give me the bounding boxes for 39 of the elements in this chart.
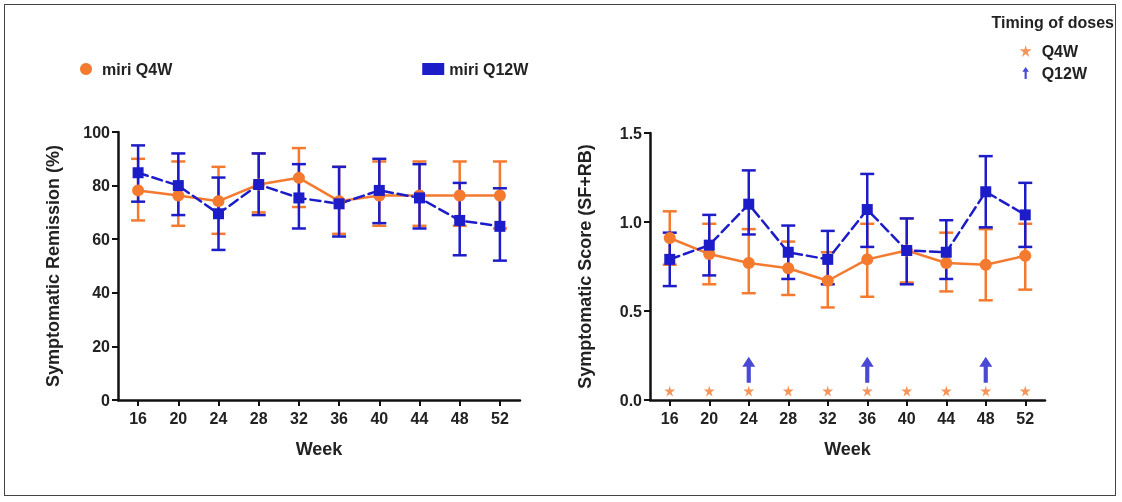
x-tick-label: 40 bbox=[897, 409, 916, 427]
x-tick-label: 28 bbox=[249, 409, 268, 427]
y-tick-label: 0 bbox=[101, 391, 111, 409]
x-tick-label: 44 bbox=[410, 409, 429, 427]
legend-label: miri Q12W bbox=[449, 60, 530, 78]
x-tick-label: 32 bbox=[818, 409, 837, 427]
x-tick-label: 28 bbox=[779, 409, 798, 427]
y-tick-label: 20 bbox=[92, 337, 111, 355]
x-axis-title: Week bbox=[295, 439, 344, 459]
legend-label: Q12W bbox=[1041, 64, 1088, 82]
x-tick-label: 16 bbox=[129, 409, 148, 427]
x-tick-label: 16 bbox=[660, 409, 679, 427]
y-tick-label: 100 bbox=[83, 123, 111, 141]
x-tick-label: 20 bbox=[169, 409, 188, 427]
x-tick-label: 36 bbox=[330, 409, 349, 427]
x-tick-label: 36 bbox=[858, 409, 877, 427]
x-tick-label: 24 bbox=[739, 409, 758, 427]
y-tick-label: 0.0 bbox=[619, 391, 643, 409]
legend-title: Timing of doses bbox=[991, 13, 1115, 31]
y-tick-label: 0.5 bbox=[619, 302, 643, 320]
x-tick-label: 48 bbox=[976, 409, 995, 427]
x-tick-label: 40 bbox=[370, 409, 389, 427]
y-axis-title: Symptomatic Remission (%) bbox=[43, 144, 63, 388]
y-tick-label: 40 bbox=[92, 284, 111, 302]
y-tick-label: 80 bbox=[92, 177, 111, 195]
x-tick-label: 24 bbox=[209, 409, 228, 427]
x-axis-title: Week bbox=[824, 439, 872, 459]
x-tick-label: 48 bbox=[450, 409, 469, 427]
x-tick-label: 52 bbox=[1016, 409, 1035, 427]
x-tick-label: 44 bbox=[937, 409, 956, 427]
x-tick-label: 52 bbox=[491, 409, 509, 427]
x-tick-label: 20 bbox=[700, 409, 719, 427]
y-tick-label: 1.0 bbox=[619, 213, 643, 231]
y-tick-label: 1.5 bbox=[619, 124, 643, 142]
legend-label: miri Q4W bbox=[102, 60, 174, 78]
legend-label: Q4W bbox=[1041, 42, 1079, 60]
y-tick-label: 60 bbox=[92, 230, 111, 248]
x-tick-label: 32 bbox=[290, 409, 308, 427]
y-axis-title: Symptomatic Score (SF+RB) bbox=[575, 144, 595, 389]
